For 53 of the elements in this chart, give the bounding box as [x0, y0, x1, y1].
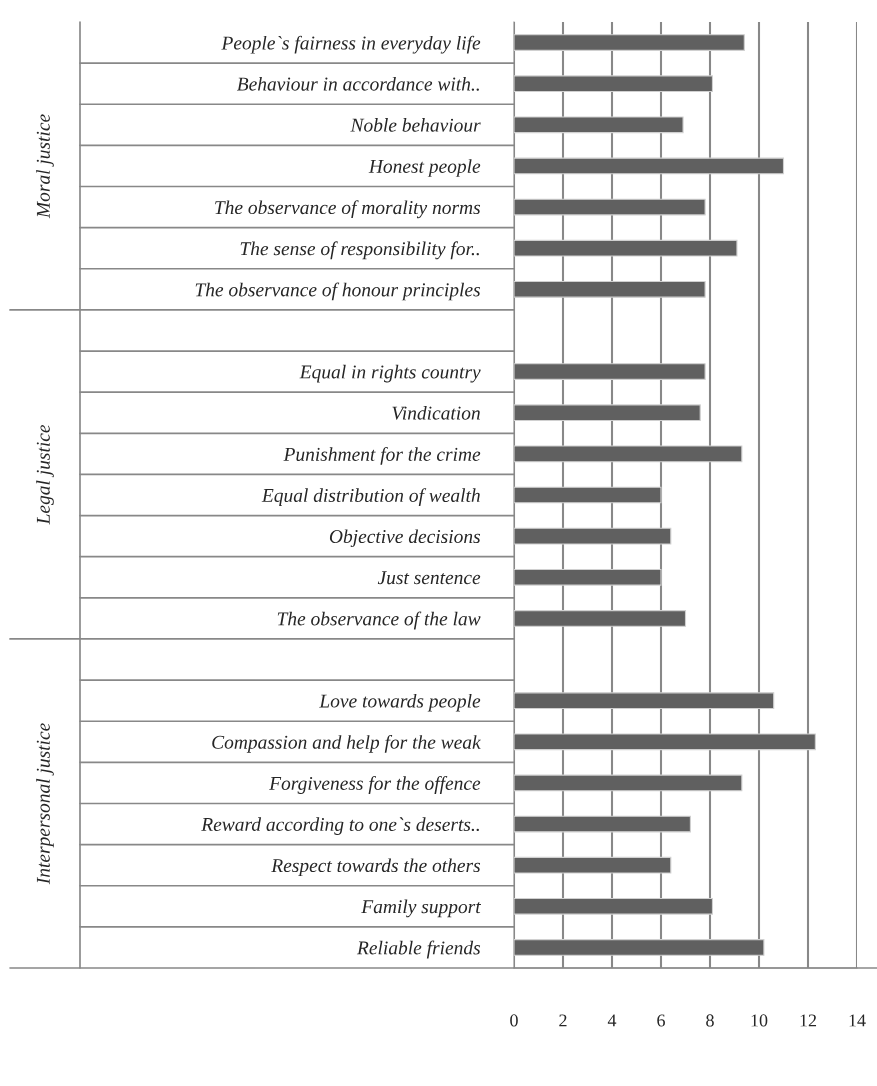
- y-tick-label: Equal in rights country: [299, 364, 481, 383]
- bar: [514, 116, 684, 134]
- bar: [514, 897, 714, 915]
- x-tick-label: 14: [849, 1014, 866, 1027]
- x-tick-label: 4: [607, 1014, 617, 1027]
- text: Moral justice: [36, 114, 54, 219]
- bar: [514, 198, 706, 216]
- y-tick-label: Just sentence: [377, 571, 481, 585]
- bar: [514, 733, 816, 751]
- bar: [514, 815, 691, 833]
- x-tick-label: 12: [800, 1014, 817, 1027]
- y-tick-label: People`s fairness in everyday life: [221, 35, 481, 54]
- bar: [514, 239, 738, 257]
- y-tick-label: Vindication: [392, 405, 480, 420]
- y-tick-label: The sense of responsibility for..: [240, 241, 479, 260]
- bar: [514, 404, 701, 422]
- y-tick-label: Equal distribution of wealth: [261, 488, 480, 506]
- bar: [514, 157, 785, 175]
- y-tick-label: Noble behaviour: [350, 118, 481, 132]
- bar: [514, 939, 765, 956]
- bar: [514, 610, 687, 627]
- y-tick-label: Forgiveness for the offence: [269, 776, 481, 794]
- bar: [514, 363, 706, 380]
- y-tick-label: Reward according to one`s deserts..: [201, 817, 479, 835]
- y-tick-label: The observance of morality norms: [215, 200, 481, 219]
- y-tick-label: The observance of honour principles: [195, 282, 481, 301]
- bar: [514, 486, 662, 504]
- x-tick-label: 2: [559, 1014, 567, 1027]
- y-tick-label: Compassion and help for the weak: [212, 734, 481, 753]
- y-tick-label: Respect towards the others: [271, 858, 481, 877]
- bar: [514, 568, 662, 586]
- bar: [514, 75, 714, 93]
- y-tick-label: Honest people: [368, 159, 481, 177]
- bar: [514, 856, 672, 874]
- x-tick-label: 0: [510, 1014, 518, 1027]
- bar: [514, 774, 743, 792]
- y-tick-label: The observance of the law: [277, 611, 481, 630]
- x-tick-label: 6: [657, 1014, 665, 1027]
- y-tick-label: Behaviour in accordance with..: [236, 76, 479, 91]
- x-tick-label: 10: [751, 1014, 768, 1027]
- bar: [514, 527, 672, 545]
- bar: [514, 445, 743, 463]
- y-tick-label: Love towards people: [319, 693, 481, 712]
- y-tick-label: Reliable friends: [356, 940, 481, 959]
- y-tick-label: Family support: [361, 899, 482, 918]
- text: Legal justice: [36, 424, 54, 525]
- x-tick-label: 8: [706, 1014, 714, 1027]
- y-tick-label: Objective decisions: [329, 529, 481, 548]
- bar: [514, 280, 706, 298]
- y-tick-label: Punishment for the crime: [283, 447, 481, 465]
- bar: [514, 34, 745, 51]
- bar: [514, 692, 775, 710]
- text: Interpersonal justice: [36, 723, 54, 885]
